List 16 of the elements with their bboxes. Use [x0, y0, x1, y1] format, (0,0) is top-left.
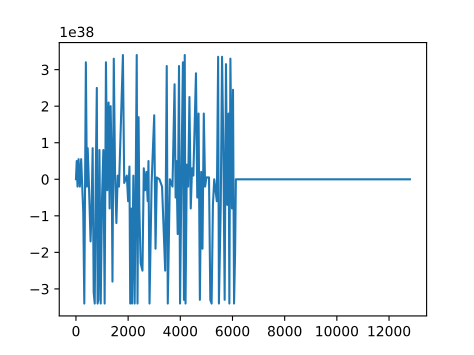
y-tick-label: −2: [30, 247, 48, 258]
x-tick-label: 12000: [368, 326, 410, 336]
x-tick-label: 10000: [316, 326, 358, 336]
x-tick-label: 0: [72, 326, 80, 336]
y-tick-label: −1: [30, 210, 48, 222]
y-tick-label: 3: [42, 64, 48, 76]
y-tick-label: 2: [42, 101, 48, 112]
text: 1e38: [60, 26, 94, 38]
x-tick-label: 2000: [111, 326, 145, 336]
y-tick-label: 0: [42, 174, 49, 185]
x-tick-label: 8000: [268, 326, 302, 336]
y-tick-label: −3: [30, 284, 48, 294]
y-tick-label: 1: [42, 138, 48, 148]
x-tick-label: 4000: [163, 326, 198, 336]
x-tick-label: 6000: [216, 326, 250, 336]
line-series: [74, 54, 411, 305]
